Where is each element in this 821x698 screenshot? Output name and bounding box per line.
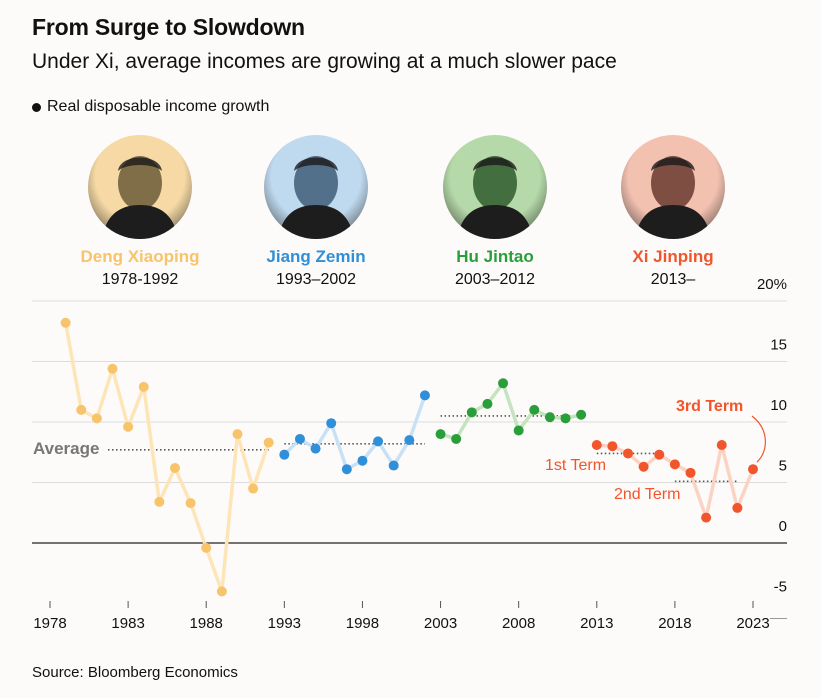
- data-point-deng: [107, 363, 118, 374]
- legend-label: Real disposable income growth: [47, 98, 270, 115]
- first-term-annotation: 1st Term: [545, 457, 606, 474]
- portrait-jiang-icon: [278, 156, 354, 239]
- data-point-xi: [685, 467, 696, 478]
- data-point-xi: [716, 439, 727, 450]
- data-point-jiang: [357, 455, 368, 466]
- data-point-hu: [482, 398, 493, 409]
- third-term-annotation: 3rd Term: [676, 398, 743, 415]
- portrait-deng-icon: [102, 156, 178, 239]
- data-point-hu: [576, 409, 587, 420]
- data-point-jiang: [310, 443, 321, 454]
- x-tick-label: 1983: [111, 615, 144, 632]
- x-tick-label: 2013: [580, 615, 613, 632]
- leader-name-jiang: Jiang Zemin: [266, 247, 366, 266]
- x-tick-label: 1998: [346, 615, 379, 632]
- legend-dot-icon: [32, 102, 41, 112]
- leader-term-xi: 2013–: [650, 271, 696, 288]
- data-point-hu: [529, 404, 540, 415]
- portrait-xi-icon: [635, 156, 711, 239]
- series-line-deng: [63, 322, 271, 594]
- data-point-xi: [669, 459, 680, 470]
- data-point-jiang: [294, 433, 305, 444]
- data-point-jiang: [341, 464, 352, 475]
- series-line-hu: [440, 381, 582, 441]
- data-point-xi: [748, 464, 758, 475]
- leader-name-xi: Xi Jinping: [632, 247, 714, 266]
- portrait-xi: [621, 135, 725, 239]
- leader-term-hu: 2003–2012: [454, 271, 536, 288]
- data-point-jiang: [279, 449, 290, 460]
- leader-deng: Deng Xiaoping 1978-1992: [50, 135, 230, 289]
- data-point-xi: [607, 441, 618, 452]
- data-point-hu: [435, 429, 446, 440]
- data-point-xi: [654, 449, 665, 460]
- portrait-deng: [88, 135, 192, 239]
- legend: Real disposable income growth: [32, 98, 269, 116]
- leader-term-jiang: 1993–2002: [275, 271, 357, 288]
- data-point-deng: [169, 462, 180, 473]
- y-tick-label: 20%: [757, 276, 787, 293]
- data-point-deng: [60, 317, 71, 328]
- data-point-xi: [623, 448, 634, 459]
- data-point-deng: [263, 437, 274, 448]
- data-point-jiang: [373, 436, 384, 447]
- source-note: Source: Bloomberg Economics: [32, 664, 238, 681]
- data-point-jiang: [419, 390, 430, 401]
- portrait-hu-icon: [457, 156, 533, 239]
- y-tick-label: 15: [770, 337, 787, 354]
- x-tick-label: 2018: [658, 615, 691, 632]
- x-tick-label: 1988: [190, 615, 223, 632]
- data-point-hu: [498, 378, 509, 389]
- data-point-jiang: [326, 418, 337, 429]
- x-tick-label: 2023: [736, 615, 769, 632]
- chart-subtitle: Under Xi, average incomes are growing at…: [32, 50, 617, 73]
- y-tick-label: 10: [770, 397, 787, 414]
- data-point-hu: [544, 412, 555, 423]
- data-point-deng: [248, 483, 259, 494]
- y-tick-label: 0: [779, 518, 787, 535]
- data-point-deng: [138, 381, 149, 392]
- second-term-annotation: 2nd Term: [614, 486, 680, 503]
- data-point-deng: [76, 404, 87, 415]
- data-point-deng: [232, 429, 243, 440]
- x-tick-label: 2003: [424, 615, 457, 632]
- data-point-deng: [91, 413, 102, 424]
- data-point-deng: [216, 586, 227, 597]
- data-point-jiang: [404, 435, 415, 446]
- data-point-hu: [451, 433, 462, 444]
- leader-name-deng: Deng Xiaoping: [80, 247, 200, 266]
- data-point-deng: [201, 542, 212, 553]
- data-point-hu: [560, 413, 571, 424]
- data-point-hu: [466, 407, 477, 418]
- leader-jiang: Jiang Zemin 1993–2002: [226, 135, 406, 289]
- series-line-jiang: [283, 394, 427, 471]
- y-tick-label: 5: [779, 458, 787, 475]
- x-tick-label: 1993: [268, 615, 301, 632]
- third-term-leader-line: [751, 415, 766, 463]
- average-annotation: Average: [33, 439, 99, 458]
- chart-title: From Surge to Slowdown: [32, 14, 305, 40]
- x-tick-label: 1978: [33, 615, 66, 632]
- y-tick-label: -5: [774, 579, 787, 596]
- x-tick-label: 2008: [502, 615, 535, 632]
- leader-name-hu: Hu Jintao: [456, 247, 534, 266]
- data-point-xi: [638, 461, 649, 472]
- data-point-deng: [154, 496, 165, 507]
- portrait-hu: [443, 135, 547, 239]
- data-point-jiang: [388, 460, 399, 471]
- data-point-hu: [513, 425, 524, 436]
- leader-xi: Xi Jinping 2013–: [583, 135, 763, 289]
- data-point-xi: [591, 439, 602, 450]
- data-point-xi: [732, 502, 743, 513]
- leader-term-deng: 1978-1992: [101, 271, 179, 288]
- data-point-deng: [185, 498, 196, 509]
- data-point-deng: [123, 421, 134, 432]
- portrait-jiang: [264, 135, 368, 239]
- data-point-xi: [701, 512, 712, 523]
- leader-hu: Hu Jintao 2003–2012: [405, 135, 585, 289]
